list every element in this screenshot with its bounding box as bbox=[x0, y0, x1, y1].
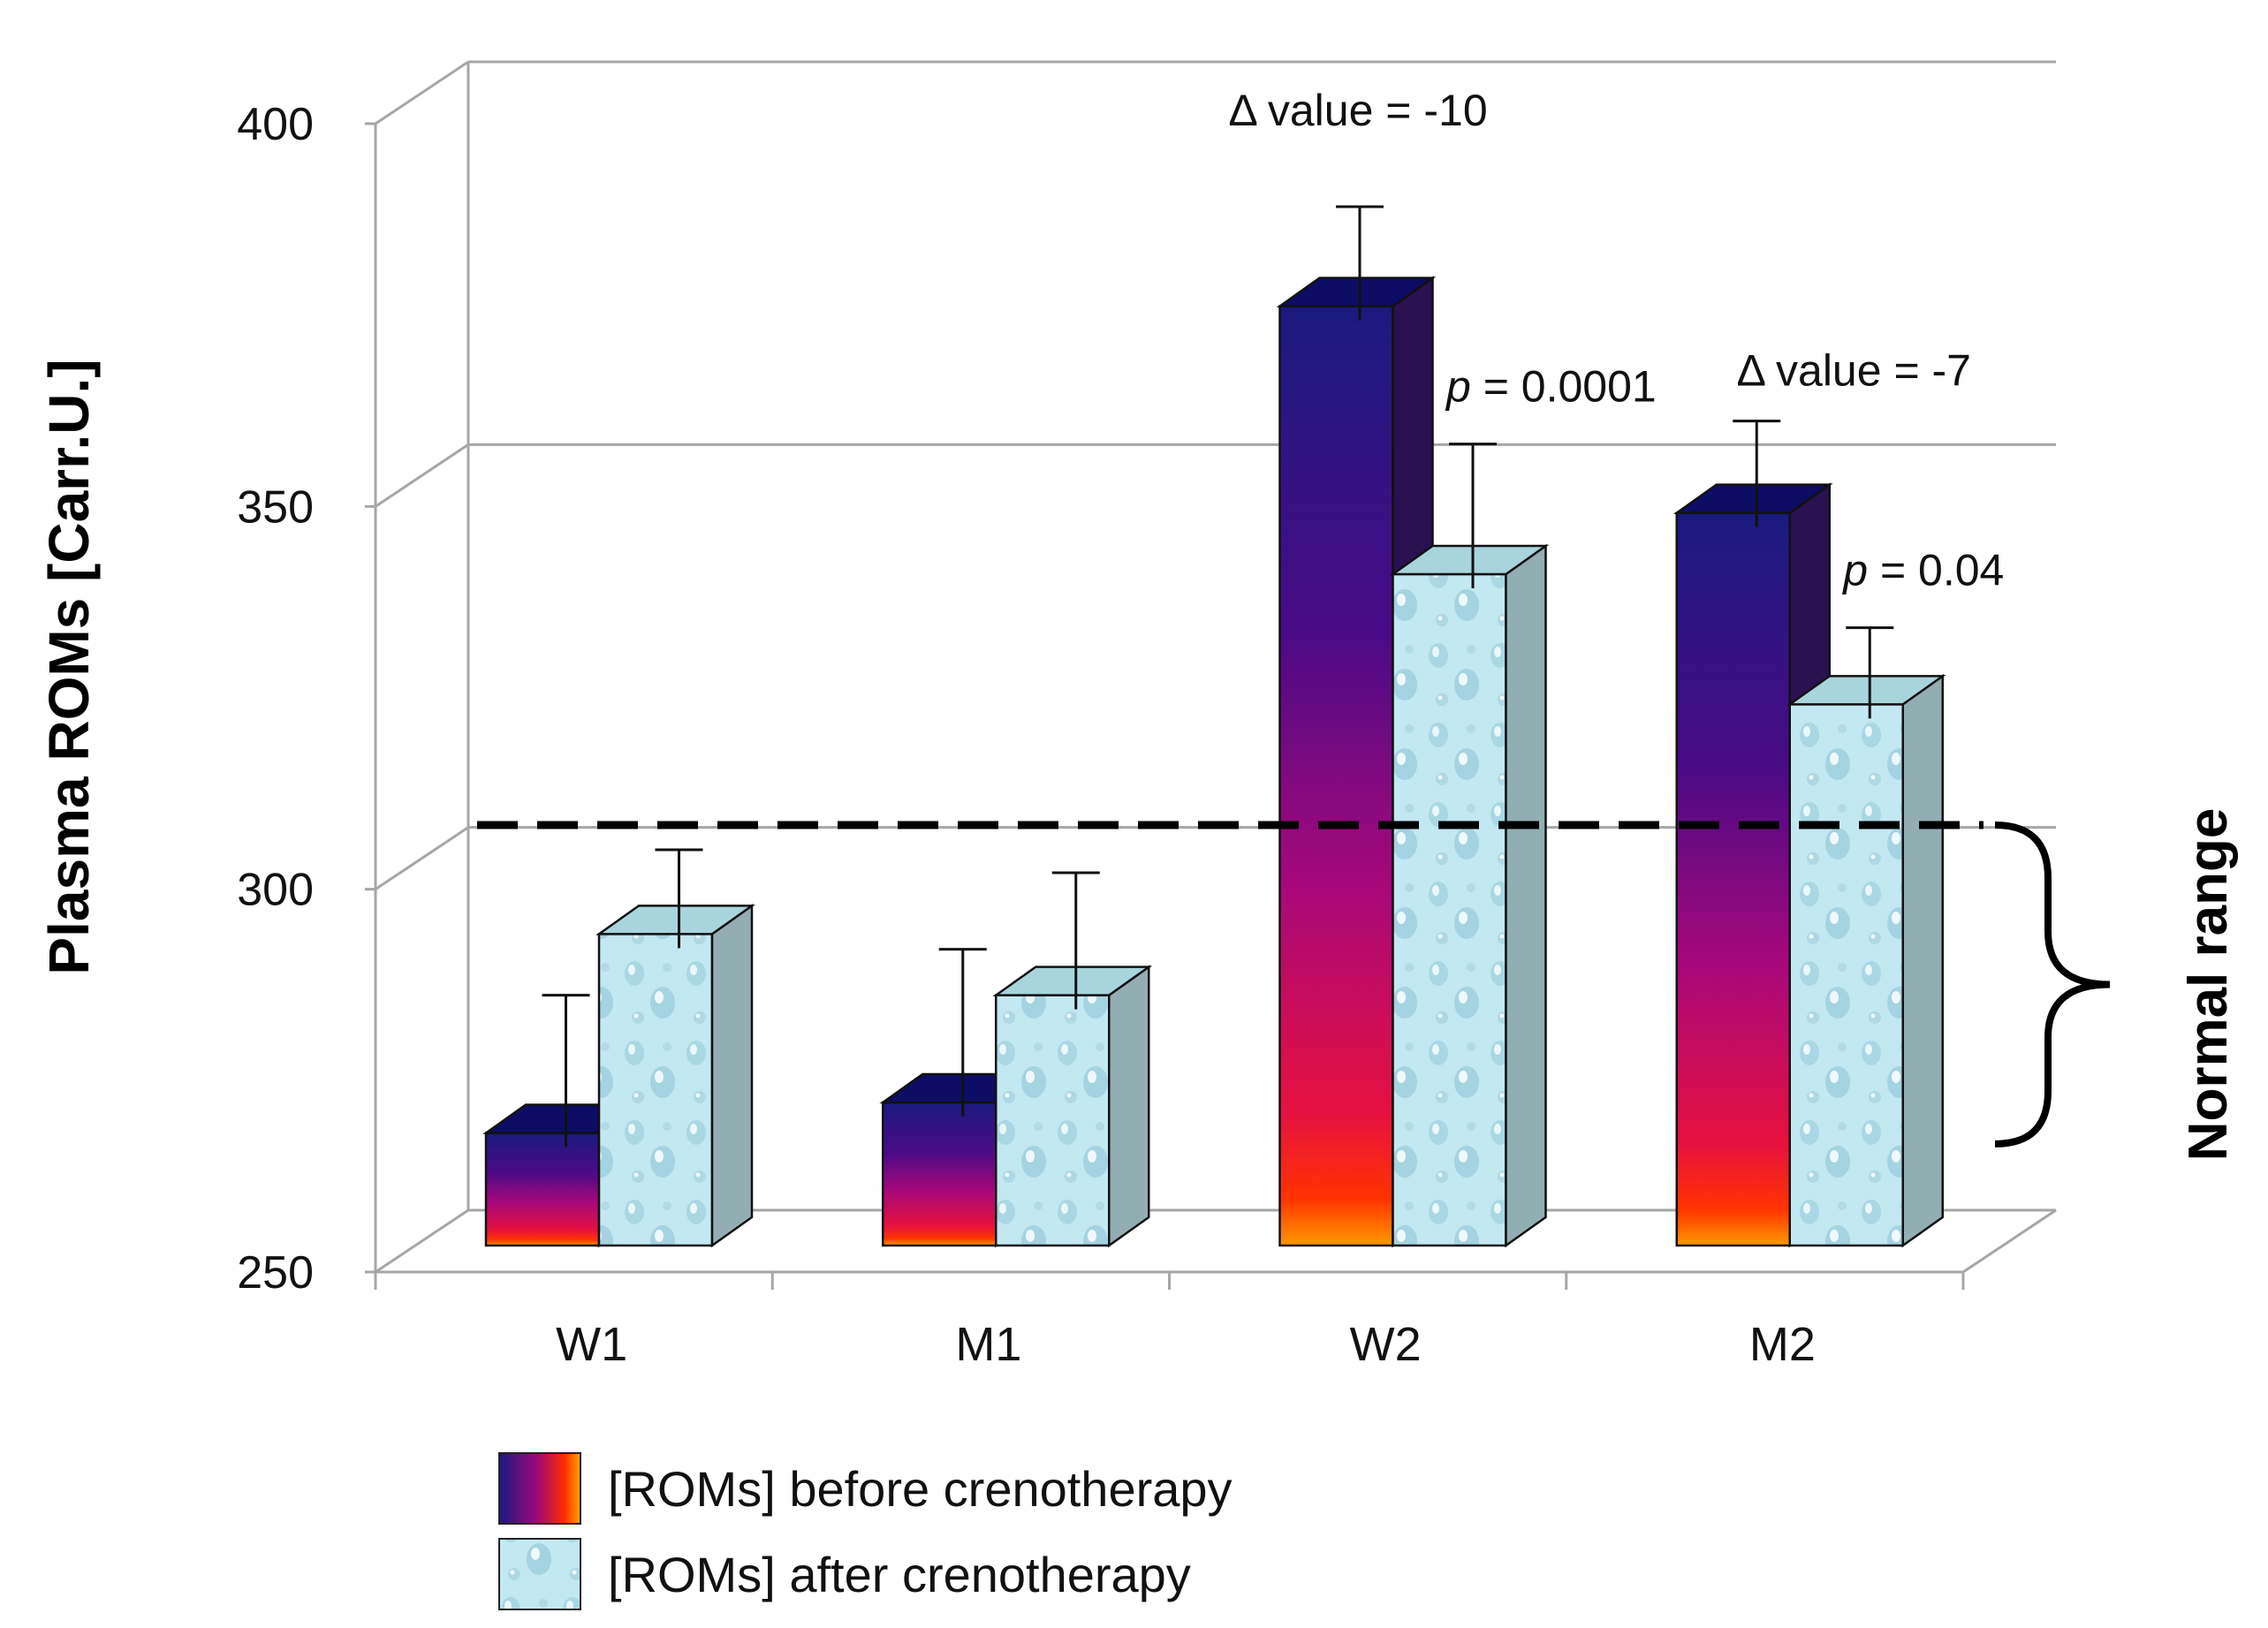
legend-swatch-before bbox=[498, 1452, 581, 1525]
bar-top bbox=[1389, 544, 1550, 576]
bar-top bbox=[1786, 675, 1946, 706]
bar-side bbox=[1108, 965, 1150, 1248]
y-tick-label-400: 400 bbox=[237, 99, 314, 150]
bar-front bbox=[1788, 703, 1904, 1247]
legend-label-before: [ROMs] before crenotherapy bbox=[608, 1461, 1233, 1517]
x-tick-label-W2: W2 bbox=[1350, 1318, 1422, 1371]
legend-swatch-after bbox=[498, 1538, 581, 1610]
bar-M2-before bbox=[1673, 420, 1833, 1248]
bars bbox=[482, 205, 1946, 1248]
legend-label-after: [ROMs] after crenotherapy bbox=[608, 1547, 1191, 1602]
bar-front bbox=[484, 1132, 601, 1247]
bar-M2-after bbox=[1786, 626, 1946, 1248]
bar-W1-after bbox=[595, 848, 755, 1248]
p-annotation-M2: p = 0.04 bbox=[1841, 546, 2004, 595]
normal-range-group: Normal range bbox=[477, 808, 2239, 1162]
bar-top bbox=[1673, 483, 1833, 514]
y-tick-label-300: 300 bbox=[237, 865, 314, 916]
bar-front bbox=[1392, 572, 1507, 1247]
x-tick-label-M2: M2 bbox=[1749, 1318, 1816, 1371]
gridline-left-3 bbox=[375, 60, 469, 125]
delta-annotation-W2: Δ value = -10 bbox=[1228, 86, 1487, 135]
normal-range-label: Normal range bbox=[2178, 808, 2239, 1162]
x-tick-label-W1: W1 bbox=[556, 1318, 627, 1371]
bar-side bbox=[1505, 543, 1547, 1248]
bar-front bbox=[1675, 511, 1791, 1247]
p-annotation-W2: p = 0.0001 bbox=[1445, 362, 1657, 412]
legend: [ROMs] before crenotherapy [ROMs] after … bbox=[498, 1452, 1233, 1610]
bar-M1-after bbox=[992, 871, 1153, 1248]
x-tick-label-M1: M1 bbox=[955, 1318, 1021, 1371]
y-axis-ticks: 250 300 350 400 W1 M1 W2 M2 bbox=[237, 99, 1816, 1371]
bar-front bbox=[1278, 305, 1394, 1247]
bar-front bbox=[597, 933, 714, 1247]
delta-annotation-M2: Δ value = -7 bbox=[1736, 346, 1971, 396]
bar-front bbox=[995, 994, 1111, 1247]
bar-top bbox=[1276, 276, 1437, 307]
y-tick-label-350: 350 bbox=[237, 481, 314, 533]
y-axis-label: Plasma ROMs [Carr.U.] bbox=[37, 359, 101, 974]
bar-side bbox=[710, 903, 754, 1248]
y-tick-label-250: 250 bbox=[237, 1247, 314, 1299]
bar-side bbox=[1901, 673, 1944, 1248]
annotations: Δ value = -10 p = 0.0001 Δ value = -7 p = 0… bbox=[1228, 86, 2004, 595]
bar-W2-after bbox=[1389, 443, 1550, 1248]
gridline-left-0 bbox=[375, 1208, 469, 1274]
bar-top bbox=[595, 905, 755, 935]
gridline-left-2 bbox=[375, 443, 469, 508]
normal-range-brace bbox=[1994, 822, 2111, 1147]
bar-top bbox=[992, 965, 1153, 996]
gridline-left-1 bbox=[375, 826, 469, 890]
bar-front bbox=[882, 1101, 997, 1247]
floor-right-edge bbox=[1962, 1208, 2057, 1274]
